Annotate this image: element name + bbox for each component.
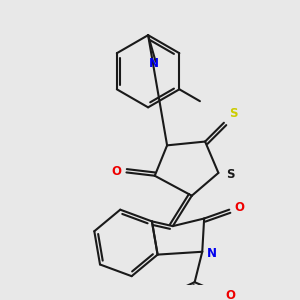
Text: S: S — [229, 107, 237, 120]
Text: O: O — [226, 289, 236, 300]
Text: N: N — [149, 57, 159, 70]
Text: N: N — [207, 247, 217, 260]
Text: S: S — [226, 168, 235, 181]
Text: O: O — [234, 201, 244, 214]
Text: O: O — [112, 165, 122, 178]
